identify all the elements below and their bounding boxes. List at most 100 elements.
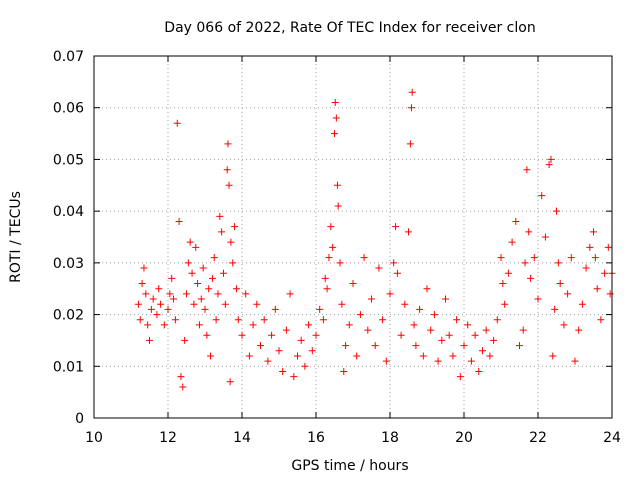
data-point — [224, 140, 232, 148]
data-point — [471, 331, 479, 339]
plot-area-frame — [93, 55, 613, 419]
data-point — [173, 119, 181, 127]
data-point — [327, 223, 335, 231]
data-point — [445, 331, 453, 339]
data-point — [142, 290, 150, 298]
data-point — [223, 166, 231, 174]
data-point — [479, 347, 486, 355]
data-point — [249, 321, 257, 329]
data-point — [155, 285, 163, 293]
data-point — [147, 305, 155, 313]
data-point — [168, 274, 176, 282]
data-point — [334, 202, 342, 210]
data-point — [427, 326, 435, 334]
data-point — [386, 290, 394, 298]
data-point — [575, 326, 583, 334]
data-point — [392, 223, 400, 231]
data-point — [325, 254, 333, 262]
data-point — [210, 254, 218, 262]
data-point — [490, 336, 498, 344]
data-point — [482, 326, 490, 334]
data-point — [412, 342, 420, 350]
data-point — [560, 321, 568, 329]
data-point — [146, 336, 153, 344]
data-point — [286, 290, 294, 298]
data-point — [331, 99, 339, 107]
data-point — [338, 300, 346, 308]
data-point — [319, 316, 327, 324]
data-point — [571, 357, 579, 365]
data-point — [207, 352, 215, 360]
data-point — [194, 280, 202, 288]
data-point — [164, 305, 172, 313]
data-point — [453, 316, 461, 324]
data-point — [516, 342, 523, 350]
data-point — [260, 316, 268, 324]
data-point — [423, 285, 431, 293]
chart-title: Day 066 of 2022, Rate Of TEC Index for r… — [164, 20, 535, 36]
data-point — [390, 259, 398, 267]
data-point — [534, 295, 542, 303]
x-tick-label: 16 — [307, 430, 325, 446]
x-tick-label: 22 — [529, 430, 547, 446]
data-point — [368, 295, 375, 303]
data-point — [170, 295, 178, 303]
data-point — [184, 259, 192, 267]
data-point — [375, 264, 383, 272]
y-tick-label: 0.01 — [53, 359, 84, 375]
x-tick-label: 12 — [159, 430, 177, 446]
data-point — [530, 254, 538, 262]
data-point — [416, 305, 424, 313]
data-point — [419, 352, 427, 360]
data-point — [501, 300, 509, 308]
data-point — [218, 228, 226, 236]
data-point — [166, 290, 174, 298]
data-point — [456, 373, 464, 381]
data-point — [312, 331, 320, 339]
data-point — [149, 295, 157, 303]
data-point — [183, 290, 190, 298]
data-point — [567, 254, 575, 262]
data-point — [268, 331, 276, 339]
data-point — [401, 300, 409, 308]
data-point — [238, 331, 246, 339]
data-point — [406, 140, 414, 148]
data-point — [449, 352, 457, 360]
data-point — [321, 274, 329, 282]
data-point — [175, 217, 183, 225]
data-point — [364, 326, 372, 334]
data-point — [179, 383, 187, 391]
data-point — [316, 305, 324, 313]
data-point — [257, 342, 264, 350]
data-point — [308, 347, 316, 355]
data-point — [214, 290, 222, 298]
x-tick-label: 24 — [603, 430, 621, 446]
plot-grid — [94, 56, 612, 418]
data-point — [551, 305, 559, 313]
y-tick-label: 0.06 — [53, 101, 84, 117]
data-point — [525, 228, 533, 236]
data-point — [442, 295, 449, 303]
data-point — [216, 212, 224, 220]
data-point — [508, 238, 516, 246]
data-point — [499, 280, 507, 288]
data-point — [430, 311, 438, 319]
data-point — [279, 367, 287, 375]
data-point — [305, 321, 313, 329]
y-tick-label: 0.07 — [53, 49, 84, 65]
y-tick-label: 0 — [75, 411, 84, 427]
x-tick-label: 18 — [381, 430, 399, 446]
data-point — [434, 357, 442, 365]
data-point — [333, 181, 341, 189]
x-tick-label: 20 — [455, 430, 473, 446]
data-point — [521, 259, 529, 267]
data-point — [323, 285, 331, 293]
data-point — [591, 254, 599, 262]
data-point — [601, 269, 609, 277]
data-point — [220, 269, 227, 277]
x-tick-label: 14 — [233, 430, 251, 446]
data-point — [342, 342, 350, 350]
data-point — [229, 259, 237, 267]
data-point — [282, 326, 290, 334]
